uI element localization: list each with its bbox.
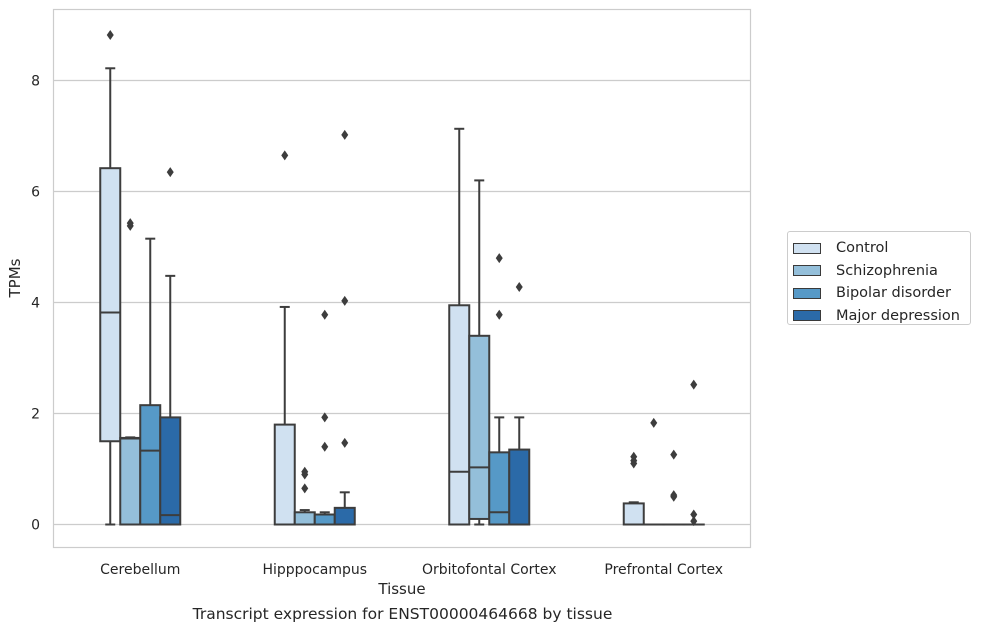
- box-1-2: [313, 309, 336, 526]
- outlier-point: [690, 516, 698, 527]
- outlier-point: [690, 379, 698, 390]
- box-0-3: [159, 167, 182, 526]
- box-2-3: [508, 281, 531, 526]
- box-3-2: [662, 449, 685, 526]
- box-plot-chart: 0 2 4 6 8 Cerebellum Hipppocampus Orbitofontal …: [6, 8, 752, 598]
- legend-item: Bipolar disorder: [793, 282, 970, 305]
- box-1-3: [333, 129, 356, 526]
- x-tick-label-2: Orbitofontal Cortex: [422, 562, 557, 578]
- box-body: [159, 416, 182, 526]
- box-body: [508, 448, 531, 526]
- outlier-point: [670, 490, 678, 501]
- box-body: [448, 304, 471, 526]
- box-2-0: [448, 127, 471, 526]
- legend-swatch: [793, 310, 821, 322]
- outlier-point: [281, 150, 289, 161]
- box-1-0: [273, 150, 296, 526]
- outlier-point: [515, 281, 523, 292]
- x-tick-label-0: Cerebellum: [100, 562, 180, 578]
- box-0-0: [99, 29, 122, 526]
- outlier-point: [341, 437, 349, 448]
- legend-swatch: [793, 242, 821, 254]
- box-1-1: [293, 466, 316, 526]
- box-3-1: [642, 417, 665, 526]
- x-tick-label-3: Prefrontal Cortex: [604, 562, 723, 578]
- outlier-point: [690, 509, 698, 520]
- box-2-1: [468, 179, 491, 526]
- tick-labels: 0 2 4 6 8 Cerebellum Hipppocampus Orbitofontal …: [31, 74, 723, 579]
- legend-item: Schizophrenia: [793, 260, 970, 283]
- outlier-point: [341, 129, 349, 140]
- outlier-point: [301, 483, 309, 494]
- legend-item: Control: [793, 237, 970, 260]
- outlier-point: [106, 29, 114, 40]
- outlier-point: [166, 167, 174, 178]
- box-0-1: [119, 218, 142, 526]
- outlier-point: [650, 417, 658, 428]
- outlier-point: [670, 449, 678, 460]
- outlier-point: [126, 218, 134, 229]
- legend-label: Major depression: [836, 307, 960, 324]
- y-tick-label-1: 2: [31, 407, 40, 423]
- legend-label: Schizophrenia: [836, 262, 938, 279]
- legend-item: Major depression: [793, 305, 970, 328]
- outlier-point: [321, 412, 329, 423]
- box-2-2: [488, 253, 511, 526]
- y-tick-label-2: 4: [31, 296, 40, 312]
- chart-caption: Transcript expression for ENST0000046466…: [192, 605, 613, 623]
- box-body: [99, 167, 122, 443]
- legend-swatch: [793, 287, 821, 299]
- box-0-2: [139, 237, 162, 526]
- box-body: [293, 511, 316, 526]
- outlier-point: [341, 295, 349, 306]
- legend-label: Bipolar disorder: [836, 285, 951, 302]
- outlier-point: [301, 466, 309, 477]
- box-body: [119, 436, 142, 526]
- legend-swatch: [793, 265, 821, 277]
- x-tick-label-1: Hipppocampus: [262, 562, 367, 578]
- y-tick-label-0: 0: [31, 518, 40, 534]
- box-body: [622, 502, 645, 526]
- outlier-point: [495, 309, 503, 320]
- legend: Control Schizophrenia Bipolar disorder Majo…: [787, 231, 971, 325]
- outlier-point: [495, 253, 503, 264]
- box-body: [139, 404, 162, 526]
- box-body: [273, 423, 296, 526]
- box-body: [468, 334, 491, 520]
- box-body: [488, 451, 511, 526]
- x-axis-label: Tissue: [377, 580, 425, 598]
- legend-label: Control: [836, 240, 889, 257]
- box-body: [333, 506, 356, 526]
- y-tick-label-4: 8: [31, 74, 40, 90]
- y-axis-label: TPMs: [6, 258, 24, 298]
- outlier-point: [321, 309, 329, 320]
- box-body: [313, 513, 336, 526]
- y-tick-label-3: 6: [31, 185, 40, 201]
- boxes-layer: [99, 29, 705, 527]
- outlier-point: [321, 441, 329, 452]
- plot-frame: [52, 8, 752, 549]
- box-3-0: [622, 451, 645, 526]
- box-3-3: [682, 379, 705, 527]
- outlier-point: [630, 451, 638, 462]
